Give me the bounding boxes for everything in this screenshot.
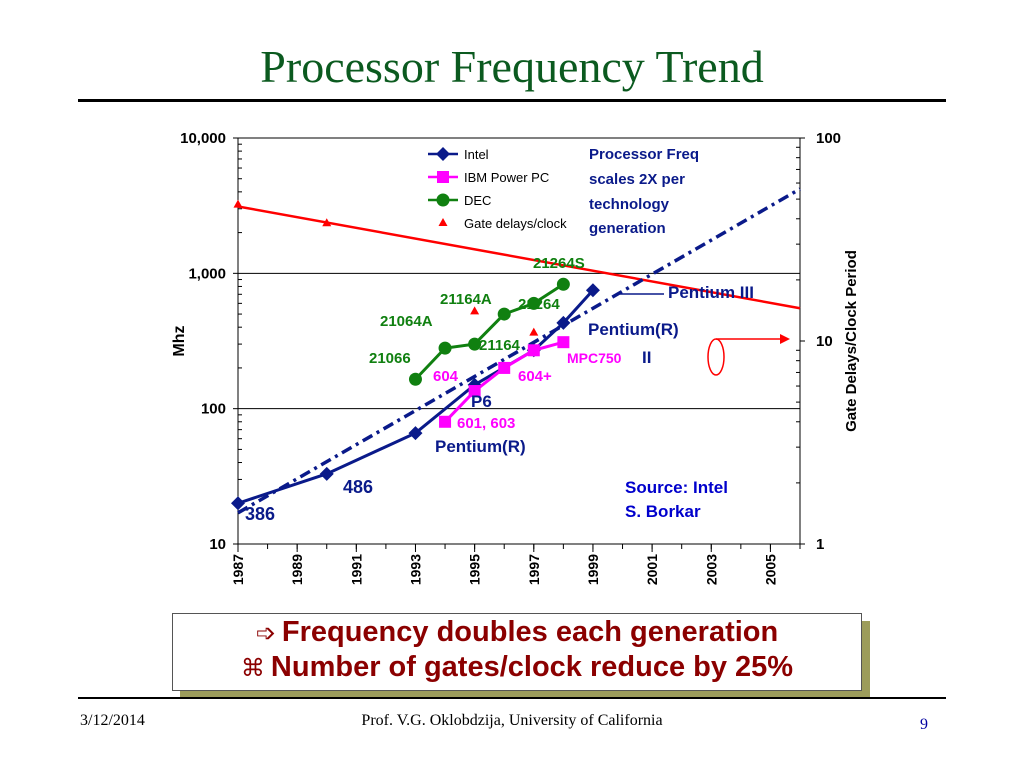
- x-tick-label: 1991: [348, 554, 364, 585]
- annotation-label: Pentium III: [668, 283, 754, 302]
- annotation-label: II: [642, 348, 651, 367]
- data-point-ibm-power-pc: [468, 385, 481, 398]
- x-tick-label: 1987: [230, 554, 246, 585]
- data-point-dec: [468, 337, 482, 351]
- x-tick-label: 2005: [762, 554, 778, 585]
- annotation-label: Pentium(R): [588, 320, 679, 339]
- annotation-label: S. Borkar: [625, 502, 701, 521]
- data-point-gate-delays-clock: [233, 199, 243, 208]
- legend-label-intel: Intel: [464, 147, 489, 162]
- data-point-dec: [438, 341, 452, 355]
- legend-label-ibm-power-pc: IBM Power PC: [464, 170, 549, 185]
- data-point-ibm-power-pc: [527, 344, 540, 357]
- gate-delay-highlight-ellipse: [707, 338, 725, 376]
- x-tick-label: 1997: [526, 554, 542, 585]
- legend-marker-gate-delays-clock: [438, 218, 448, 226]
- annotation-label: 601, 603: [457, 415, 515, 432]
- data-point-ibm-power-pc: [439, 415, 452, 428]
- annotation-label: 21264: [518, 296, 560, 313]
- annotation-label: Pentium(R): [435, 437, 526, 456]
- annotation-label: 21066: [369, 350, 411, 367]
- annotation-label: 21264S: [533, 255, 585, 272]
- title-divider: [78, 99, 946, 102]
- data-point-dec: [408, 372, 422, 386]
- gate-delay-arrow-head: [780, 334, 790, 344]
- annotation-label: generation: [589, 220, 666, 237]
- footer-date: 3/12/2014: [80, 712, 145, 729]
- annotation-label: 21164A: [440, 291, 492, 308]
- x-tick-label: 2001: [644, 554, 660, 585]
- x-bullet-icon: ⌘: [240, 654, 265, 682]
- arrow-bullet-icon: ➩: [255, 619, 276, 647]
- x-tick-label: 1989: [289, 554, 305, 585]
- annotation-label: technology: [589, 196, 670, 213]
- y-tick-label: 1,000: [188, 265, 226, 282]
- callout-text-2: Number of gates/clock reduce by 25%: [270, 651, 794, 683]
- legend-marker-ibm-power-pc: [437, 171, 449, 183]
- annotation-label: MPC750: [567, 350, 622, 366]
- callout-line-2: ⌘ Number of gates/clock reduce by 25%: [173, 651, 861, 684]
- data-point-gate-delays-clock: [529, 327, 539, 336]
- x-tick-label: 2003: [703, 554, 719, 585]
- data-point-gate-delays-clock: [322, 218, 332, 227]
- y-tick-label: 10: [209, 536, 226, 553]
- page-number: 9: [920, 716, 928, 733]
- frequency-chart: 10 100 1,000 10,000 1 10 100 1987 1989 1991 1993 19…: [171, 130, 860, 585]
- data-point-gate-delays-clock: [470, 306, 480, 315]
- annotation-label: 21164: [479, 337, 521, 354]
- x-tick-label: 1999: [585, 554, 601, 585]
- y-tick-label: 100: [201, 401, 226, 418]
- annotation-label: 604: [433, 368, 459, 385]
- gate-delay-trend: [237, 205, 801, 310]
- annotation-label: 386: [245, 504, 275, 524]
- summary-callout: ➩ Frequency doubles each generation ⌘ Numb…: [172, 613, 862, 691]
- x-tick-label: 1995: [467, 554, 483, 585]
- data-point-intel: [319, 466, 334, 481]
- y2-tick-label: 1: [816, 536, 824, 553]
- data-point-intel: [556, 315, 571, 330]
- slide-title: Processor Frequency Trend: [260, 41, 764, 92]
- legend-label-dec: DEC: [464, 193, 491, 208]
- y-tick-label: 10,000: [180, 130, 226, 147]
- y2-tick-label: 10: [816, 333, 833, 350]
- legend-label-gate-delays-clock: Gate delays/clock: [464, 216, 567, 231]
- annotation-label: Processor Freq: [589, 146, 699, 163]
- data-point-intel: [408, 426, 423, 441]
- annotation-label: 486: [343, 477, 373, 497]
- annotation-label: P6: [471, 392, 492, 411]
- callout-text-1: Frequency doubles each generation: [281, 616, 779, 648]
- annotation-label: 21064A: [380, 313, 433, 330]
- legend-marker-dec: [436, 193, 450, 207]
- y2-axis-label: Gate Delays/Clock Period: [843, 250, 860, 432]
- data-point-intel: [231, 496, 245, 511]
- data-point-ibm-power-pc: [498, 361, 511, 374]
- footer-divider: [78, 697, 946, 699]
- x-tick-label: 1993: [407, 554, 423, 585]
- annotation-label: Source: Intel: [625, 478, 728, 497]
- data-point-dec: [556, 277, 570, 291]
- y2-tick-label: 100: [816, 130, 841, 147]
- callout-line-1: ➩ Frequency doubles each generation: [173, 616, 861, 649]
- annotation-label: scales 2X per: [589, 171, 685, 188]
- legend-marker-intel: [436, 147, 450, 161]
- data-point-dec: [497, 307, 511, 321]
- data-point-dec: [527, 296, 541, 310]
- y-axis-label: Mhz: [171, 325, 188, 356]
- footer-credit: Prof. V.G. Oklobdzija, University of Cal…: [361, 712, 663, 729]
- annotation-label: 604+: [518, 368, 552, 385]
- data-point-ibm-power-pc: [557, 336, 570, 349]
- data-point-intel: [585, 283, 600, 298]
